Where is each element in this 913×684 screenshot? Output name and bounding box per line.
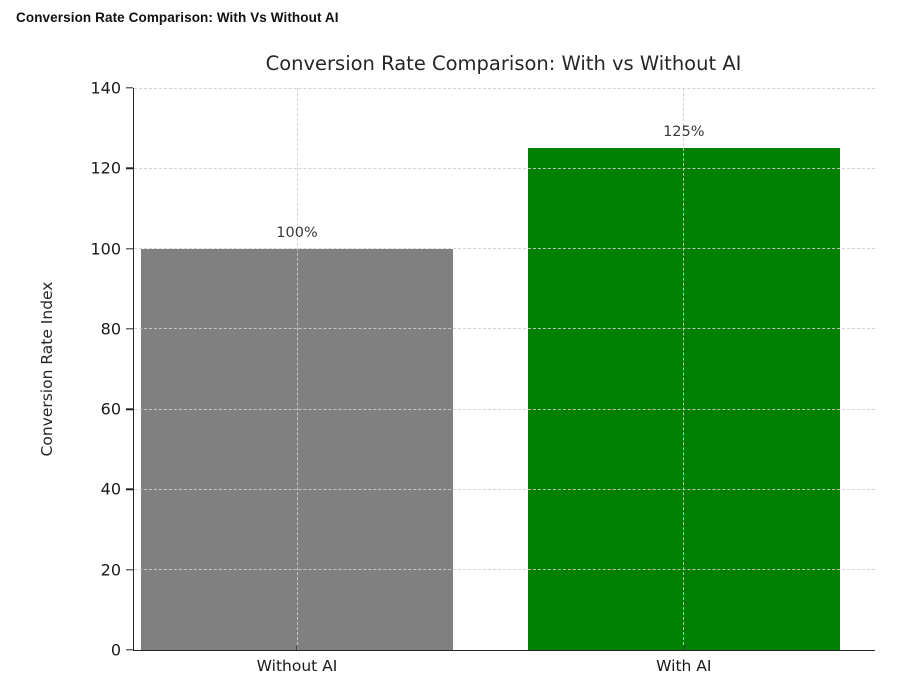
- y-tick-mark: [126, 569, 133, 571]
- gridline-v: [296, 88, 298, 650]
- y-tick-mark: [126, 328, 133, 330]
- x-tick-mark: [683, 646, 685, 650]
- chart-title: Conversion Rate Comparison: With vs With…: [265, 52, 742, 75]
- gridline-h: [134, 408, 875, 410]
- y-tick-mark: [126, 247, 133, 250]
- y-tick-label: 100: [90, 239, 121, 259]
- y-tick-mark: [126, 408, 133, 410]
- y-tick-mark: [126, 649, 133, 651]
- gridline-h: [134, 488, 875, 490]
- bar-value-label: 125%: [663, 124, 705, 141]
- x-tick-label: Without AI: [256, 657, 338, 675]
- y-tick-label: 140: [90, 78, 121, 98]
- x-tick-mark: [296, 646, 298, 650]
- y-tick-label: 120: [90, 158, 121, 178]
- y-tick-label: 0: [110, 640, 121, 660]
- y-axis-label: Conversion Rate Index: [38, 281, 56, 457]
- y-tick-label: 60: [100, 399, 121, 419]
- gridline-h: [134, 87, 875, 89]
- page-title: Conversion Rate Comparison: With Vs With…: [16, 10, 339, 25]
- y-tick-mark: [126, 488, 133, 491]
- x-tick-label: With AI: [656, 657, 712, 675]
- y-tick-label: 20: [100, 560, 121, 580]
- gridline-v: [683, 88, 685, 650]
- y-tick-mark: [126, 87, 133, 89]
- y-tick-mark: [126, 167, 133, 169]
- gridline-h: [134, 248, 875, 250]
- gridline-h: [134, 569, 875, 571]
- y-tick-label: 80: [100, 319, 121, 339]
- gridline-h: [134, 328, 875, 330]
- gridline-h: [134, 167, 875, 169]
- plot-area: 0 20 40 60 80 100 120 140 100% Without AI 125% With…: [90, 79, 875, 675]
- bar-value-label: 100%: [276, 224, 318, 241]
- y-tick-label: 40: [100, 479, 121, 499]
